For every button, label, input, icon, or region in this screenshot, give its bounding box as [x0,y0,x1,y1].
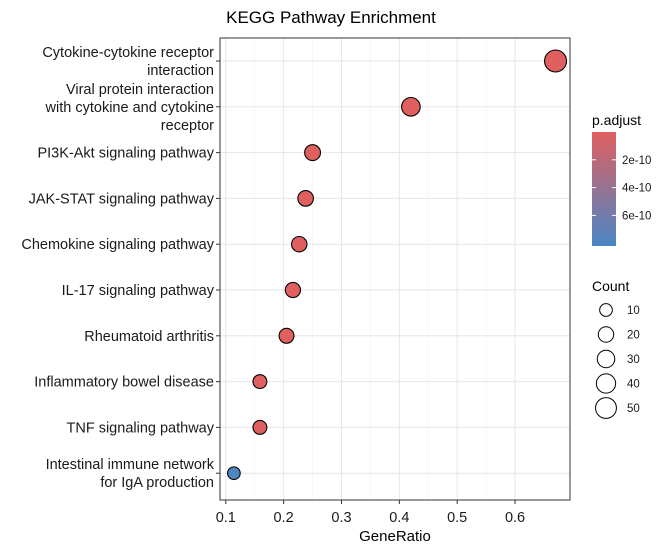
color-legend-tick-label: 2e-10 [622,155,651,167]
color-legend-tick-label: 4e-10 [622,183,651,195]
y-tick-label-line: with cytokine and cytokine [45,100,214,116]
y-tick-label: TNF signaling pathway [67,420,215,436]
size-legend-items: 10 20 30 40 50 [595,303,640,419]
size-legend-circle [595,397,617,419]
x-tick-label: 0.3 [331,510,351,526]
y-tick-label-line: interaction [147,63,214,79]
size-legend-circle [596,349,616,369]
y-tick-label: IL-17 signaling pathway [62,283,215,299]
color-legend-ticks: 2e-10 4e-10 6e-10 [592,155,651,222]
data-point [284,281,302,299]
size-legend-label: 10 [627,305,640,317]
chart-title: KEGG Pathway Enrichment [226,8,436,27]
x-axis-title: GeneRatio [359,528,431,545]
y-tick-label-line: PI3K-Akt signaling pathway [37,146,214,162]
x-tick-label: 0.6 [505,510,525,526]
y-tick-label: JAK-STAT signaling pathway [29,191,215,207]
y-tick-label-line: for IgA production [100,475,214,491]
y-tick-label-line: Inflammatory bowel disease [34,375,214,391]
data-point [227,466,241,481]
x-axis-labels: 0.1 0.2 0.3 0.4 0.5 0.6 [216,510,525,526]
y-tick-label-line: Cytokine-cytokine receptor [42,45,214,61]
x-tick-label: 0.5 [447,510,467,526]
data-point [291,235,308,253]
y-tick-label: Intestinal immune network for IgA product… [46,457,215,491]
y-tick-label-line: Intestinal immune network [46,457,215,473]
size-legend-label: 30 [627,354,640,366]
x-tick-label: 0.1 [216,510,236,526]
y-tick-label: Chemokine signaling pathway [21,237,214,253]
size-legend-label: 20 [627,330,640,342]
x-tick-label: 0.4 [389,510,409,526]
y-tick-label-line: TNF signaling pathway [67,420,215,436]
points [227,49,568,481]
y-tick-label: Inflammatory bowel disease [34,375,214,391]
data-point [252,374,268,390]
plot-panel [219,37,571,501]
data-point [297,190,314,207]
y-tick-label: Rheumatoid arthritis [84,329,214,345]
y-tick-label-line: Viral protein interaction [66,82,214,98]
y-tick-label-line: receptor [161,118,214,134]
size-legend-circle [595,373,617,394]
size-legend-circle [597,326,615,343]
color-legend-title: p.adjust [592,112,641,128]
x-tick-label: 0.2 [274,510,294,526]
size-legend-label: 50 [627,403,640,415]
y-tick-label: Cytokine-cytokine receptor interaction [42,45,214,79]
color-legend: p.adjust 2e-10 4e-10 6e-10 [592,112,651,246]
x-axis-ticks [225,500,516,504]
y-tick-label-line: Rheumatoid arthritis [84,329,214,345]
size-legend-title: Count [592,278,629,294]
y-tick-label: PI3K-Akt signaling pathway [37,146,214,162]
y-axis-labels: Cytokine-cytokine receptor interaction Vir… [21,45,214,491]
data-point [304,144,322,162]
y-tick-label: Viral protein interaction with cytokine a… [45,82,215,134]
data-point [543,49,568,73]
y-tick-label-line: Chemokine signaling pathway [21,237,214,253]
data-point [401,96,421,117]
grid [220,38,570,500]
color-legend-tick-label: 6e-10 [622,210,651,222]
y-axis-ticks [216,60,220,474]
size-legend: Count 10 20 30 40 50 [592,278,640,419]
size-legend-label: 40 [627,379,640,391]
size-legend-circle [599,303,613,317]
y-tick-label-line: JAK-STAT signaling pathway [29,191,215,207]
y-tick-label-line: IL-17 signaling pathway [62,283,215,299]
data-point [252,419,268,435]
data-point [278,327,295,344]
color-bar [592,132,616,246]
